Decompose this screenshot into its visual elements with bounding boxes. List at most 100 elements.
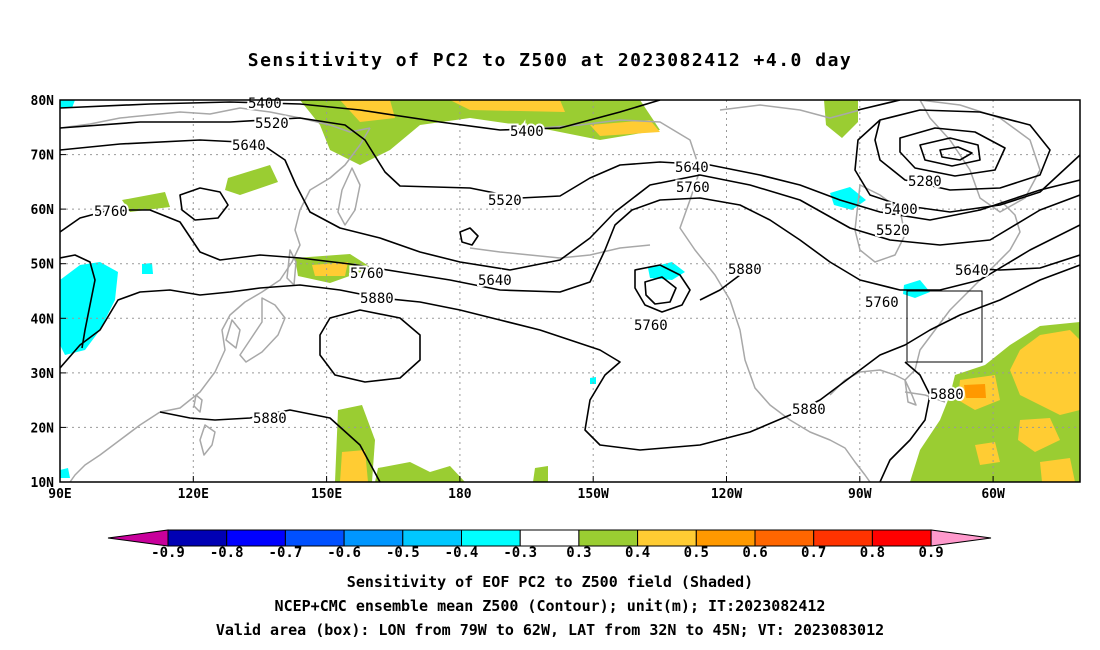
contour-label: 5880 (253, 411, 287, 427)
contour-5880-b (159, 409, 381, 482)
colorbar-cell (167, 529, 228, 547)
caption-valid-area: Valid area (box): LON from 79W to 62W, L… (215, 621, 885, 639)
lat-label: 40N (31, 312, 55, 327)
colorbar-tick: 0.6 (742, 545, 767, 561)
shade-yellow (1018, 418, 1060, 452)
lat-label: 30N (31, 367, 55, 382)
colorbar-cell (578, 529, 639, 547)
colorbar-tick: -0.8 (210, 545, 244, 561)
contour-5400-east (854, 100, 1080, 213)
contour-labels: 5400 5520 5640 5760 5880 5400 5520 5640 … (92, 94, 991, 429)
contour-label: 5520 (255, 116, 289, 132)
coast-kamchatka (337, 167, 361, 226)
lon-label: 90W (848, 487, 872, 502)
lon-label: 90E (48, 487, 71, 502)
coast-asia-north (60, 107, 371, 133)
coast-asia-east (159, 127, 371, 413)
colorbar-tick: -0.9 (151, 545, 185, 561)
contour-5640-east (959, 254, 1080, 271)
contour-label: 5400 (510, 124, 544, 140)
lat-label: 70N (31, 149, 55, 164)
colorbar-cell (402, 529, 462, 547)
colorbar-tick: -0.5 (386, 545, 420, 561)
contour-label: 5520 (876, 223, 910, 239)
colorbar-cell (754, 529, 815, 547)
shade-green (375, 462, 465, 482)
contour-5760-a (60, 197, 1080, 293)
colorbar-tick: 0.7 (801, 545, 826, 561)
lon-label: 150E (311, 487, 342, 502)
contour-5880-east (879, 361, 931, 482)
colorbar-cell (813, 529, 873, 547)
coast-taiwan (193, 394, 203, 413)
contour-5880-a (60, 264, 1080, 451)
lat-label: 50N (31, 258, 55, 273)
colorbar-tick: 0.8 (860, 545, 885, 561)
coast-korea (225, 319, 241, 349)
colorbar-cell (226, 529, 286, 547)
contour-label: 5640 (478, 273, 512, 289)
lon-label: 180 (448, 487, 472, 502)
colorbar-tick: -0.4 (445, 545, 479, 561)
ticks (59, 99, 994, 483)
coast-japan (239, 297, 286, 363)
lon-label: 60W (981, 487, 1005, 502)
coast-gulf (829, 369, 906, 396)
shade-orange (964, 384, 986, 398)
contour-label: 5400 (884, 202, 918, 218)
shade-cyan (142, 263, 153, 274)
shade-cyan (830, 187, 866, 210)
contour-5280-low (874, 109, 1051, 191)
contour-5760-west (60, 254, 96, 349)
contour-label: 5640 (675, 160, 709, 176)
colorbar-cell (519, 529, 580, 547)
contour-5880-high (319, 309, 421, 383)
contour-label: 5760 (634, 318, 668, 334)
colorbar-tick: 0.5 (684, 545, 709, 561)
shade-green (225, 165, 278, 195)
contour-label: 5880 (360, 291, 394, 307)
shade-cyan (60, 100, 75, 108)
contour-low-inner2 (919, 137, 981, 167)
colorbar-tick: 0.3 (566, 545, 591, 561)
contour-label: 5760 (94, 204, 128, 220)
coast-asia-south (69, 411, 161, 482)
shade-cyan (590, 377, 596, 384)
colorbar: -0.9 -0.8 -0.7 -0.6 -0.5 -0.4 -0.3 0.3 0… (107, 529, 992, 561)
contour-label: 5640 (232, 138, 266, 154)
contour-low-inner1 (899, 127, 1006, 177)
lat-labels: 80N 70N 60N 50N 40N 30N 20N 10N (31, 94, 55, 491)
colorbar-cell (284, 529, 345, 547)
plot-frame (59, 99, 1081, 483)
lon-labels: 90E 120E 150E 180 150W 120W 90W 60W (48, 487, 1005, 502)
shade-yellow (340, 450, 368, 482)
colorbar-cell (637, 529, 697, 547)
coast-aleutians (469, 244, 651, 259)
gridlines (60, 100, 1080, 482)
contour-label: 5760 (865, 295, 899, 311)
map-title: Sensitivity of PC2 to Z500 at 2023082412… (247, 50, 853, 71)
colorbar-cap-left (107, 529, 169, 547)
shade-yellow (1040, 458, 1075, 482)
contour-label: 5640 (955, 263, 989, 279)
shade-yellow (590, 120, 660, 136)
contour-label: 5760 (350, 266, 384, 282)
contour-label: 5760 (676, 180, 710, 196)
valid-area-box (906, 290, 983, 363)
contour-5760-low (634, 264, 691, 313)
contour-5880-mid (699, 274, 741, 301)
caption-shading: Sensitivity of EOF PC2 to Z500 field (Sh… (346, 573, 754, 591)
contours (60, 100, 1080, 482)
contour-5640-a (60, 139, 1080, 271)
colorbar-tick: -0.6 (327, 545, 361, 561)
lon-label: 120E (178, 487, 209, 502)
colorbar-cell (343, 529, 404, 547)
contour-low-west (179, 187, 229, 221)
shade-cyan (903, 280, 930, 298)
contour-label: 5400 (248, 96, 282, 112)
contour-5820-low (644, 276, 677, 305)
colorbar-tick: 0.9 (918, 545, 943, 561)
colorbar-cell (695, 529, 756, 547)
shade-yellow (975, 442, 1000, 465)
